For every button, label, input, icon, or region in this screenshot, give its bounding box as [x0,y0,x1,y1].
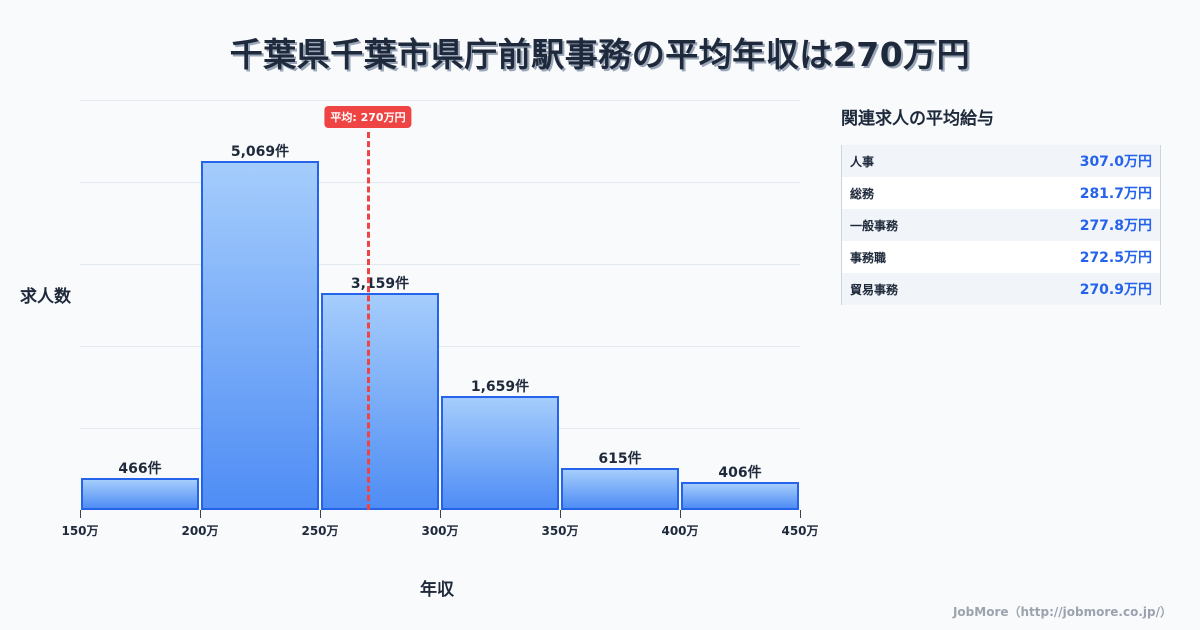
table-row: 貿易事務 270.9万円 [842,273,1160,305]
histogram-bar [321,292,439,510]
histogram-bar [561,467,679,510]
average-line [366,132,370,510]
bar-value-label: 5,069件 [230,144,290,161]
job-salary: 307.0万円 [1079,154,1152,170]
gridline [80,182,800,183]
histogram-bar [441,395,559,510]
table-row: 総務 281.7万円 [842,177,1160,209]
related-jobs-title: 関連求人の平均給与 [841,109,994,129]
gridline [80,100,800,101]
bar-value-label: 615件 [598,450,642,467]
job-name: 貿易事務 [850,282,899,297]
table-row: 一般事務 277.8万円 [842,209,1160,241]
x-axis-tick [560,510,561,518]
gridline [80,264,800,265]
x-tick-label: 350万 [541,524,579,538]
x-axis-tick [440,510,441,518]
x-tick-label: 250万 [301,524,339,538]
y-axis-label: 求人数 [20,287,71,307]
x-axis-tick [80,510,81,518]
job-name: 事務職 [850,250,887,265]
histogram-bar [681,482,799,510]
histogram-chart: 466件 5,069件 3,159件 1,659件 615件 406件 平均: 270万円… [61,100,819,538]
table-row: 事務職 272.5万円 [842,241,1160,273]
page-title: 千葉県千葉市県庁前駅事務の平均年収は270万円 [229,35,971,74]
table-row: 人事 307.0万円 [842,145,1160,177]
bar-value-label: 466件 [118,460,162,477]
job-name: 一般事務 [850,218,899,233]
job-salary: 277.8万円 [1079,218,1152,234]
x-axis-tick [320,510,321,518]
x-axis-tick [680,510,681,518]
related-jobs-table: 人事 307.0万円 総務 281.7万円 一般事務 277.8万円 事務職 2… [841,145,1161,305]
job-name: 総務 [850,186,875,201]
x-axis-tick [200,510,201,518]
job-salary: 270.9万円 [1079,282,1152,298]
x-tick-label: 300万 [421,524,459,538]
bar-value-label: 406件 [718,465,762,482]
x-tick-label: 400万 [661,524,699,538]
histogram-bar [201,161,319,510]
job-name: 人事 [850,154,875,169]
footer-credit: JobMore（http://jobmore.co.jp/） [952,605,1172,619]
job-salary: 281.7万円 [1079,186,1152,202]
gridline [80,428,800,429]
x-tick-label: 200万 [181,524,219,538]
x-tick-label: 450万 [781,524,819,538]
histogram-bar [81,477,199,510]
average-badge: 平均: 270万円 [324,106,412,128]
x-tick-label: 150万 [61,524,99,538]
bar-value-label: 1,659件 [470,378,530,395]
x-axis-tick [800,510,801,518]
x-axis-label: 年収 [420,580,454,600]
gridline [80,346,800,347]
bar-value-label: 3,159件 [350,275,410,292]
job-salary: 272.5万円 [1079,250,1152,266]
